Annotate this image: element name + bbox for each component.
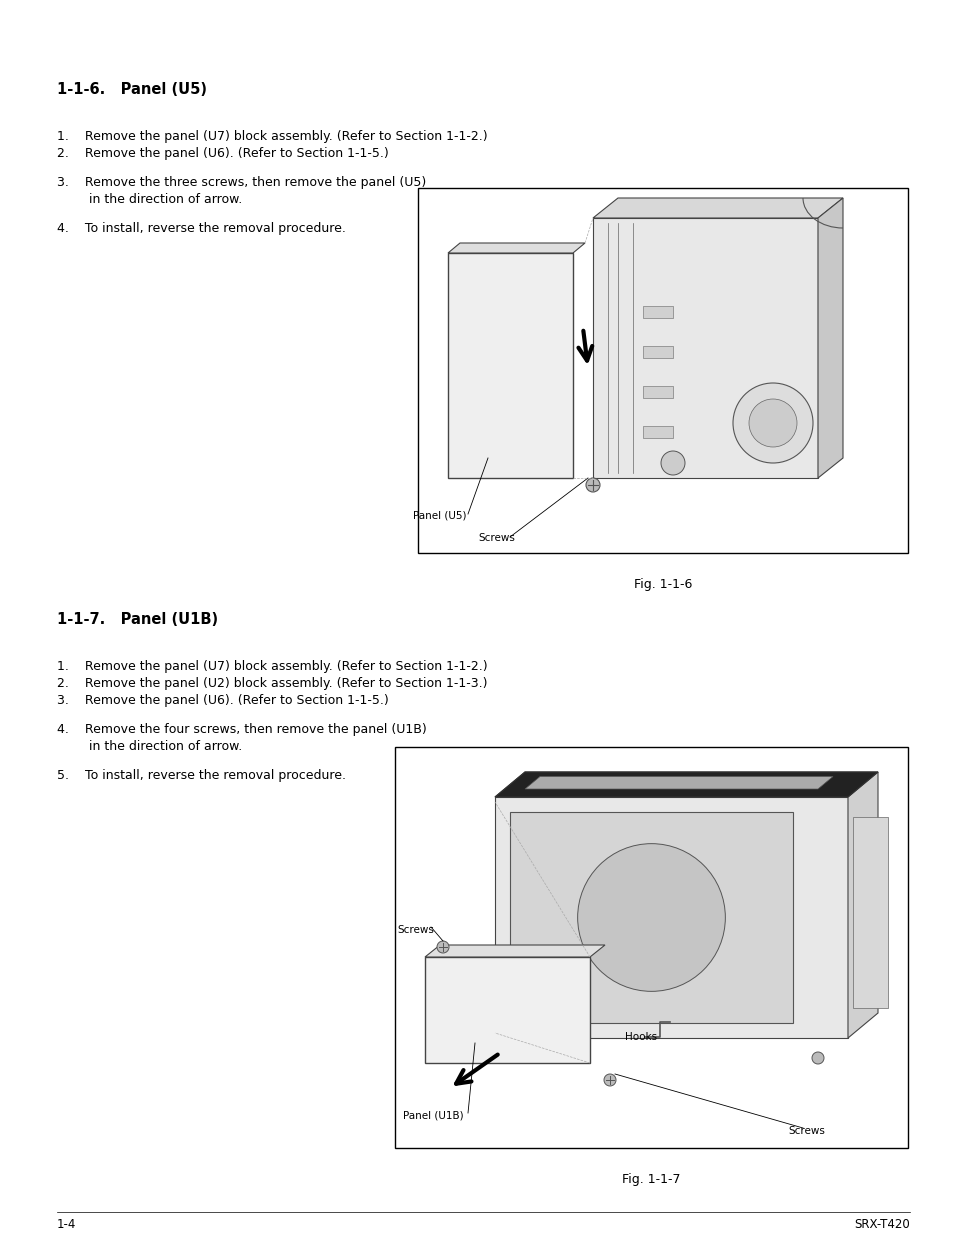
Text: 1-1-6.   Panel (U5): 1-1-6. Panel (U5) bbox=[57, 82, 207, 97]
Bar bbox=[852, 817, 887, 1008]
Circle shape bbox=[732, 383, 812, 462]
Polygon shape bbox=[424, 957, 589, 1063]
Circle shape bbox=[811, 1052, 823, 1064]
Text: 2.    Remove the panel (U6). (Refer to Section 1-1-5.): 2. Remove the panel (U6). (Refer to Sect… bbox=[57, 147, 388, 160]
Text: Screws: Screws bbox=[477, 533, 515, 543]
Text: Fig. 1-1-6: Fig. 1-1-6 bbox=[633, 578, 692, 590]
Text: in the direction of arrow.: in the direction of arrow. bbox=[57, 193, 242, 206]
Text: 3.    Remove the panel (U6). (Refer to Section 1-1-5.): 3. Remove the panel (U6). (Refer to Sect… bbox=[57, 694, 388, 707]
Text: 4.    To install, reverse the removal procedure.: 4. To install, reverse the removal proce… bbox=[57, 222, 346, 235]
Polygon shape bbox=[424, 945, 604, 957]
Circle shape bbox=[603, 1074, 616, 1086]
Circle shape bbox=[436, 941, 449, 953]
Polygon shape bbox=[847, 772, 877, 1038]
Bar bbox=[510, 812, 792, 1023]
Circle shape bbox=[660, 451, 684, 475]
Polygon shape bbox=[593, 218, 817, 479]
Polygon shape bbox=[448, 254, 573, 479]
Text: Panel (U5): Panel (U5) bbox=[413, 510, 466, 520]
Polygon shape bbox=[495, 797, 847, 1038]
Text: 3.    Remove the three screws, then remove the panel (U5): 3. Remove the three screws, then remove … bbox=[57, 177, 426, 189]
Polygon shape bbox=[593, 198, 842, 218]
Text: 5.    To install, reverse the removal procedure.: 5. To install, reverse the removal proce… bbox=[57, 769, 346, 782]
Text: SRX-T420: SRX-T420 bbox=[853, 1218, 909, 1231]
Bar bbox=[642, 426, 672, 438]
Text: 1-1-7.   Panel (U1B): 1-1-7. Panel (U1B) bbox=[57, 612, 218, 626]
Polygon shape bbox=[495, 772, 877, 797]
Text: Panel (U1B): Panel (U1B) bbox=[402, 1111, 463, 1121]
Text: 1.    Remove the panel (U7) block assembly. (Refer to Section 1-1-2.): 1. Remove the panel (U7) block assembly.… bbox=[57, 131, 487, 143]
Polygon shape bbox=[448, 242, 584, 254]
Text: 2.    Remove the panel (U2) block assembly. (Refer to Section 1-1-3.): 2. Remove the panel (U2) block assembly.… bbox=[57, 677, 487, 690]
Text: 1.    Remove the panel (U7) block assembly. (Refer to Section 1-1-2.): 1. Remove the panel (U7) block assembly.… bbox=[57, 660, 487, 672]
Bar bbox=[642, 387, 672, 398]
Text: 1-4: 1-4 bbox=[57, 1218, 76, 1231]
Text: Screws: Screws bbox=[787, 1126, 824, 1136]
Circle shape bbox=[585, 479, 599, 492]
Text: Hooks: Hooks bbox=[624, 1032, 657, 1042]
Polygon shape bbox=[817, 198, 842, 479]
Bar bbox=[417, 188, 907, 553]
Bar bbox=[395, 747, 907, 1149]
Text: Fig. 1-1-7: Fig. 1-1-7 bbox=[621, 1173, 680, 1186]
Circle shape bbox=[748, 399, 796, 447]
Polygon shape bbox=[495, 772, 877, 797]
Bar bbox=[642, 306, 672, 318]
Polygon shape bbox=[524, 777, 832, 789]
Bar bbox=[642, 346, 672, 358]
Text: 4.    Remove the four screws, then remove the panel (U1B): 4. Remove the four screws, then remove t… bbox=[57, 723, 426, 736]
Text: in the direction of arrow.: in the direction of arrow. bbox=[57, 740, 242, 753]
Circle shape bbox=[578, 844, 724, 992]
Text: Screws: Screws bbox=[396, 925, 434, 935]
